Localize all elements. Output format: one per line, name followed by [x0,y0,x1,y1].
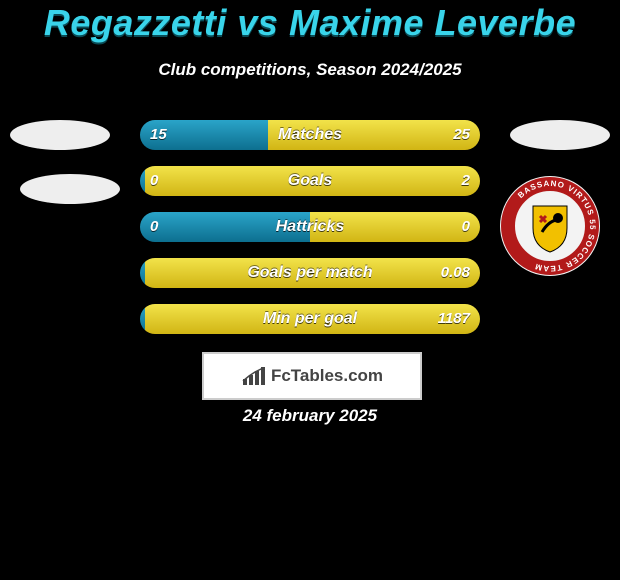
stat-row: Min per goal1187 [0,304,620,334]
stat-bar-right [145,304,480,334]
comparison-card: Regazzetti vs Maxime Leverbe Club compet… [0,0,620,580]
source-text: FcTables.com [271,366,383,386]
date-text: 24 february 2025 [0,406,620,426]
stat-bar-right [145,258,480,288]
stat-value-right: 1187 [438,304,470,334]
stat-bar-right [268,120,481,150]
stat-bar [140,166,480,196]
stat-bar-right [310,212,480,242]
stat-row: Goals02 [0,166,620,196]
bar-chart-icon [241,365,267,387]
stats-rows: Matches1525Goals02Hattricks00Goals per m… [0,120,620,350]
stat-value-right: 25 [453,120,470,150]
stat-bar [140,212,480,242]
stat-row: Goals per match0.08 [0,258,620,288]
stat-value-right: 2 [462,166,470,196]
stat-bar [140,258,480,288]
stat-value-right: 0.08 [441,258,470,288]
stat-value-left: 15 [150,120,167,150]
stat-row: Matches1525 [0,120,620,150]
page-title: Regazzetti vs Maxime Leverbe [0,2,620,44]
source-box: FcTables.com [202,352,422,400]
stat-value-right: 0 [462,212,470,242]
stat-row: Hattricks00 [0,212,620,242]
stat-bar [140,120,480,150]
stat-value-left: 0 [150,166,158,196]
stat-bar-right [145,166,480,196]
page-subtitle: Club competitions, Season 2024/2025 [0,60,620,80]
stat-bar-left [140,212,310,242]
stat-value-left: 0 [150,212,158,242]
stat-bar [140,304,480,334]
